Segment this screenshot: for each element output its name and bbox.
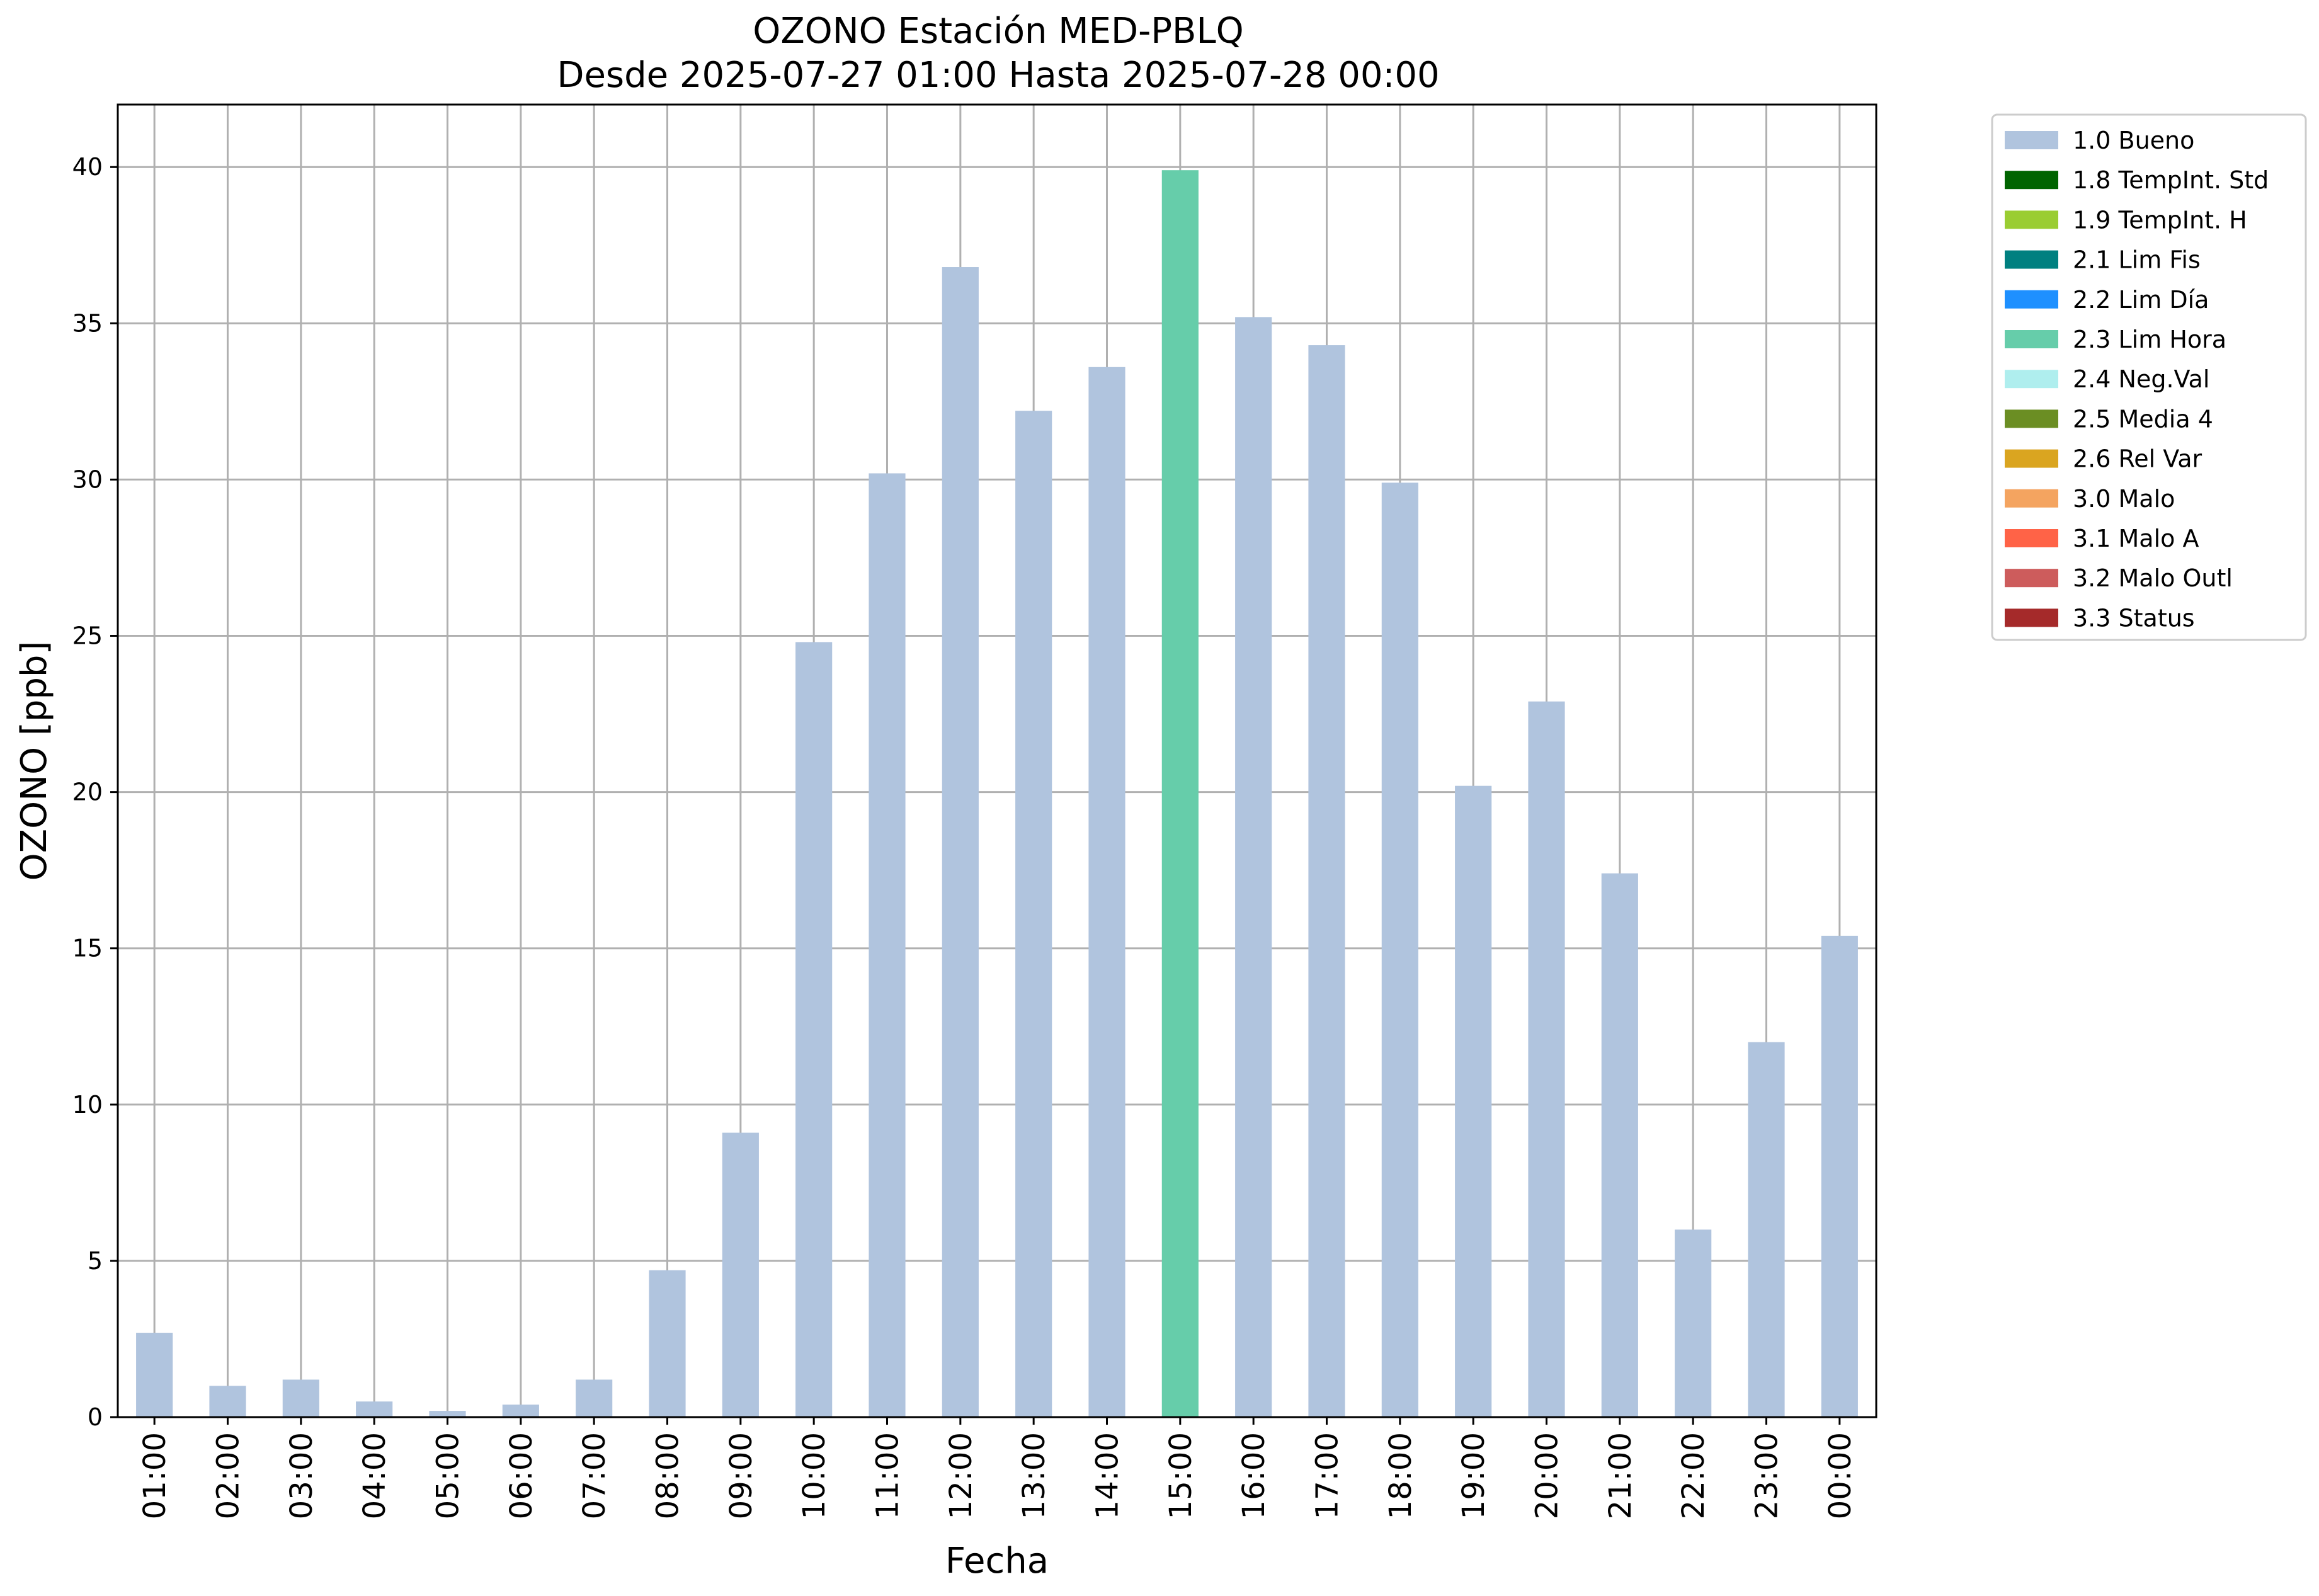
legend-swatch: [2005, 370, 2058, 389]
legend-label: 2.1 Lim Fis: [2073, 246, 2201, 274]
legend-label: 1.9 TempInt. H: [2073, 206, 2247, 234]
bar-0900: [722, 1132, 759, 1417]
bar-1600: [1235, 317, 1272, 1417]
y-tick-label: 15: [72, 935, 103, 962]
bar-0700: [576, 1379, 613, 1417]
legend-swatch: [2005, 210, 2058, 229]
x-tick-label: 00:00: [1823, 1432, 1858, 1519]
bar-1700: [1308, 345, 1345, 1417]
legend-swatch: [2005, 171, 2058, 190]
x-tick-label: 19:00: [1456, 1432, 1491, 1519]
legend-label: 2.5 Media 4: [2073, 405, 2213, 433]
bar-1800: [1381, 482, 1418, 1417]
legend-label: 2.6 Rel Var: [2073, 445, 2202, 473]
y-tick-label: 0: [88, 1403, 103, 1431]
bar-0800: [649, 1270, 686, 1417]
bar-1000: [795, 642, 833, 1417]
legend-label: 3.2 Malo Outl: [2073, 564, 2233, 592]
legend-swatch: [2005, 330, 2058, 348]
bar-0600: [502, 1405, 539, 1417]
x-tick-label: 13:00: [1017, 1432, 1052, 1519]
legend-label: 1.0 Bueno: [2073, 127, 2194, 154]
x-tick-label: 23:00: [1750, 1432, 1785, 1519]
x-tick-label: 02:00: [211, 1432, 246, 1519]
x-tick-label: 11:00: [870, 1432, 906, 1519]
y-tick-label: 35: [72, 309, 103, 337]
x-tick-label: 07:00: [577, 1432, 612, 1519]
legend-label: 2.4 Neg.Val: [2073, 365, 2209, 393]
legend-swatch: [2005, 608, 2058, 627]
x-tick-label: 16:00: [1236, 1432, 1272, 1519]
bar-1900: [1455, 785, 1492, 1417]
legend-label: 3.0 Malo: [2073, 485, 2175, 513]
bar-1100: [869, 473, 906, 1417]
x-tick-label: 09:00: [724, 1432, 759, 1519]
legend-swatch: [2005, 529, 2058, 547]
x-tick-label: 04:00: [357, 1432, 392, 1519]
legend-label: 1.8 TempInt. Std: [2073, 166, 2269, 194]
x-tick-label: 21:00: [1603, 1432, 1638, 1519]
legend-label: 3.3 Status: [2073, 604, 2195, 632]
y-axis: 0 5 10 15 20 25 30 35 40: [72, 153, 118, 1431]
legend-swatch: [2005, 569, 2058, 588]
x-tick-label: 08:00: [651, 1432, 686, 1519]
legend: 1.0 Bueno 1.8 TempInt. Std 1.9 TempInt. H 2…: [1991, 113, 2307, 641]
y-tick-label: 40: [72, 153, 103, 181]
x-tick-label: 22:00: [1676, 1432, 1711, 1519]
x-tick-label: 14:00: [1090, 1432, 1125, 1519]
x-tick-label: 20:00: [1530, 1432, 1565, 1519]
legend-swatch: [2005, 409, 2058, 428]
bar-0200: [209, 1386, 246, 1417]
y-tick-label: 10: [72, 1091, 103, 1119]
bar-0300: [282, 1379, 319, 1417]
plot-frame: [117, 103, 1877, 1418]
bar-2300: [1748, 1042, 1785, 1417]
x-tick-label: 18:00: [1383, 1432, 1418, 1519]
y-tick-label: 20: [72, 778, 103, 806]
bar-2100: [1601, 873, 1638, 1417]
bars: [136, 170, 1858, 1418]
x-tick-label: 17:00: [1310, 1432, 1345, 1519]
legend-label: 3.1 Malo A: [2073, 525, 2199, 552]
bar-0100: [136, 1333, 173, 1417]
y-tick-label: 25: [72, 622, 103, 650]
bar-1300: [1015, 411, 1052, 1418]
y-tick-label: 5: [88, 1247, 103, 1275]
legend-swatch: [2005, 250, 2058, 269]
x-tick-label: 10:00: [797, 1432, 832, 1519]
y-axis-label: OZONO [ppb]: [14, 641, 55, 881]
bar-1500: [1161, 170, 1199, 1418]
y-tick-label: 30: [72, 465, 103, 493]
bar-2000: [1528, 701, 1565, 1417]
bar-0000: [1821, 935, 1858, 1417]
bar-1400: [1088, 367, 1125, 1417]
bar-2200: [1675, 1229, 1712, 1417]
chart-title: OZONO Estación MED-PBLQ: [753, 11, 1244, 52]
legend-swatch: [2005, 489, 2058, 508]
x-tick-label: 03:00: [284, 1432, 319, 1519]
bar-0500: [429, 1411, 466, 1417]
chart-subtitle: Desde 2025-07-27 01:00 Hasta 2025-07-28 …: [557, 55, 1439, 96]
bar-0400: [356, 1401, 393, 1417]
legend-label: 2.2 Lim Día: [2073, 286, 2209, 314]
legend-swatch: [2005, 290, 2058, 309]
x-axis-label: Fecha: [945, 1541, 1049, 1582]
x-tick-label: 05:00: [431, 1432, 466, 1519]
legend-swatch: [2005, 131, 2058, 149]
legend-frame: [1991, 113, 2307, 641]
legend-label: 2.3 Lim Hora: [2073, 326, 2226, 353]
x-tick-label: 06:00: [504, 1432, 539, 1519]
bar-1200: [942, 267, 979, 1417]
x-axis: 01:00 02:00 03:00 04:00 05:00 06:00 07:00 08:00…: [137, 1417, 1858, 1519]
x-tick-label: 12:00: [943, 1432, 979, 1519]
x-tick-label: 01:00: [137, 1432, 173, 1519]
legend-swatch: [2005, 449, 2058, 468]
x-tick-label: 15:00: [1163, 1432, 1199, 1519]
